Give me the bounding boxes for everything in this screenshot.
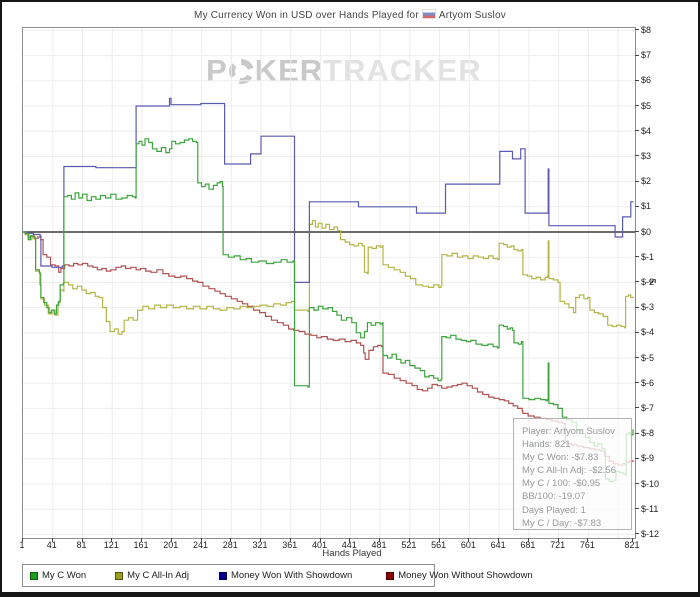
legend-item: My C All-In Adj	[115, 570, 189, 581]
x-tick-label: 321	[252, 540, 268, 550]
legend-item: Money Won With Showdown	[218, 570, 353, 581]
y-tick-label: $5	[641, 100, 652, 111]
tooltip-line: My C Won: -$7.83	[522, 452, 599, 464]
legend-item: Money Won Without Showdown	[386, 570, 533, 581]
x-tick-label: 241	[193, 540, 209, 550]
chart-title-text: My Currency Won in USD over Hands Played…	[194, 10, 419, 21]
x-tick-label: 721	[550, 540, 566, 550]
x-tick-label: 561	[431, 540, 447, 550]
x-tick-label: 401	[312, 540, 328, 550]
russia-flag-icon	[421, 9, 436, 19]
chart-title: My Currency Won in USD over Hands Played…	[2, 9, 698, 21]
stats-tooltip: Player: Artyom Suslov Hands: 821 My C Won:…	[513, 418, 632, 530]
y-tick-label: $-9	[641, 453, 655, 464]
legend-label: My C Won	[42, 570, 87, 581]
x-tick-label: 121	[103, 540, 119, 550]
plot-area[interactable]: P KERTRACKER Player: Artyom Suslov Hands: …	[22, 27, 636, 539]
y-tick-label: $-7	[641, 402, 655, 413]
tooltip-line: My C All-In Adj: -$2.56	[522, 465, 616, 477]
y-tick-label: $8	[641, 24, 652, 35]
legend-label: My C All-In Adj	[127, 570, 189, 581]
tooltip-line: My C / 100: -$0.95	[522, 478, 601, 490]
x-tick-label: 441	[341, 540, 357, 550]
x-axis-title: Hands Played	[322, 548, 382, 559]
legend-swatch-icon	[386, 571, 395, 580]
y-tick-label: $-6	[641, 377, 655, 388]
x-tick-label: 821	[624, 540, 640, 550]
tooltip-line: Days Played: 1	[522, 504, 586, 516]
x-tick-label: 681	[520, 540, 536, 550]
y-axis-title: $	[647, 278, 658, 284]
legend-label: Money Won Without Showdown	[398, 570, 533, 581]
x-tick-label: 1	[19, 540, 25, 550]
x-tick-label: 161	[133, 540, 149, 550]
y-tick-label: $0	[641, 226, 652, 237]
legend-swatch-icon	[115, 571, 124, 580]
pokertracker-watermark: P KERTRACKER	[206, 53, 482, 89]
y-tick-label: $4	[641, 125, 652, 136]
x-tick-label: 201	[163, 540, 179, 550]
watermark-text-poker-p: P	[206, 53, 228, 88]
chart-canvas[interactable]	[23, 28, 635, 538]
tooltip-line: Hands: 821	[522, 439, 571, 451]
x-tick-label: 601	[460, 540, 476, 550]
y-tick-label: $-10	[641, 478, 660, 489]
y-tick-label: $-12	[641, 528, 660, 539]
x-tick-label: 481	[371, 540, 387, 550]
tooltip-line: BB/100: -19.07	[522, 491, 586, 503]
x-tick-label: 81	[76, 540, 87, 550]
y-tick-label: $-3	[641, 302, 655, 313]
x-tick-label: 641	[490, 540, 506, 550]
x-tick-label: 761	[579, 540, 595, 550]
y-tick-label: $-2	[641, 276, 655, 287]
y-tick-label: $-5	[641, 352, 655, 363]
y-tick-label: $3	[641, 150, 652, 161]
legend-swatch-icon	[218, 571, 227, 580]
y-tick-label: $-11	[641, 503, 659, 514]
player-name: Artyom Suslov	[438, 10, 506, 21]
x-tick-label: 41	[46, 540, 57, 550]
y-tick-label: $7	[641, 50, 652, 61]
x-tick-label: 281	[222, 540, 238, 550]
tooltip-line: My C / Day: -$7.83	[522, 517, 602, 529]
x-tick-label: 521	[401, 540, 417, 550]
y-tick-label: $-4	[641, 327, 655, 338]
y-tick-label: $1	[641, 201, 652, 212]
tooltip-line: Player: Artyom Suslov	[522, 426, 615, 437]
y-tick-label: $6	[641, 75, 652, 86]
legend-item: My C Won	[30, 570, 86, 581]
x-tick-label: 361	[282, 540, 298, 550]
y-tick-label: $-1	[641, 251, 655, 262]
watermark-text-tracker: TRACKER	[323, 53, 482, 88]
y-tick-label: $2	[641, 176, 652, 187]
watermark-text-poker-ker: KER	[254, 53, 324, 88]
legend-label: Money Won With Showdown	[230, 570, 353, 581]
y-tick-label: $-8	[641, 428, 655, 439]
legend: My C Won My C All-In Adj Money Won With Sh…	[22, 564, 533, 587]
legend-swatch-icon	[30, 571, 38, 580]
